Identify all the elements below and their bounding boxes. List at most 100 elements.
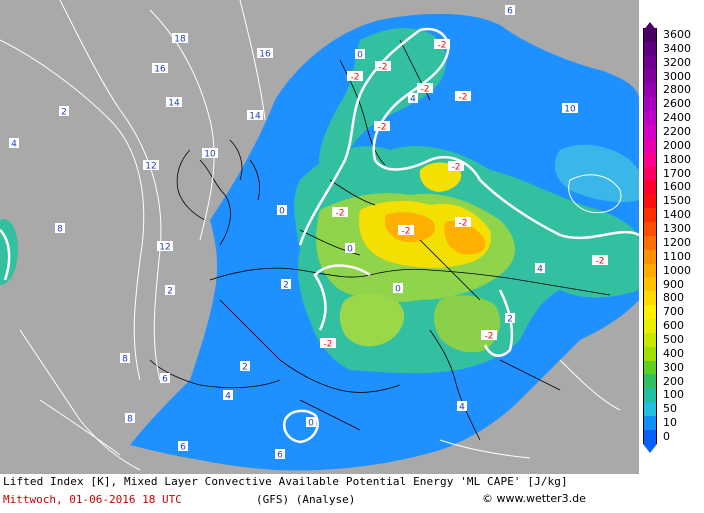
copyright-icon: © — [482, 492, 493, 505]
lifted-index-label-box — [457, 401, 467, 411]
scale-label: 900 — [663, 277, 684, 291]
lifted-index-label-box — [374, 121, 390, 131]
lifted-index-label-box — [202, 148, 218, 158]
lifted-index-label: 0 — [279, 207, 285, 217]
lifted-index-label-box — [434, 39, 450, 49]
scale-segment — [643, 235, 657, 250]
lifted-index-label-box — [347, 71, 363, 81]
copyright-link[interactable]: © www.wetter3.de — [482, 492, 586, 505]
scale-segment — [643, 263, 657, 278]
lifted-index-label-box — [306, 417, 316, 427]
lifted-index-label: 6 — [277, 451, 283, 461]
scale-segment — [643, 305, 657, 320]
lifted-index-label-box — [332, 207, 348, 217]
scale-label: 500 — [663, 333, 684, 346]
lifted-index-label: -2 — [336, 209, 345, 219]
scale-segment — [643, 194, 657, 209]
lifted-index-label: 8 — [127, 415, 133, 425]
lifted-index-label: 8 — [122, 355, 128, 365]
scale-label: 3200 — [663, 55, 691, 69]
lifted-index-label: 2 — [283, 281, 289, 291]
lifted-index-label-box — [59, 106, 69, 116]
lifted-index-label-box — [247, 110, 263, 120]
scale-segment — [643, 152, 657, 167]
scale-label: 2200 — [663, 125, 691, 138]
scale-label: 400 — [663, 346, 684, 360]
lifted-index-label-box — [535, 263, 545, 273]
lifted-index-label: 0 — [347, 245, 353, 255]
scale-label: 1100 — [663, 249, 691, 263]
copyright-text: www.wetter3.de — [496, 492, 586, 505]
map-caption: Lifted Index [K], Mixed Layer Convective… — [3, 475, 568, 488]
lifted-index-label-box — [257, 48, 273, 58]
scale-label: 1400 — [663, 208, 691, 222]
lifted-index-label-box — [455, 217, 471, 227]
lifted-index-label-box — [55, 223, 65, 233]
lifted-index-label: -2 — [402, 227, 411, 237]
lifted-index-label-box — [157, 241, 173, 251]
lifted-index-label-box — [120, 353, 130, 363]
model-info: (GFS) (Analyse) — [256, 493, 356, 506]
lifted-index-label-box — [505, 5, 515, 15]
scale-label: 1500 — [663, 194, 691, 208]
scale-segment — [643, 180, 657, 195]
lifted-index-label-box — [240, 361, 250, 371]
lifted-index-labels: -2 -2 -2 -2 -2 -2 -2 -2 -2 -2 -2 -2 -2 0 0 0 0 0 2 2 2 2 2 4 4 4 4… — [9, 5, 608, 461]
lifted-index-label: 4 — [410, 95, 416, 105]
scale-label: 2600 — [663, 97, 691, 111]
scale-label: 2800 — [663, 83, 691, 97]
map-footer — [0, 474, 704, 513]
lifted-index-label: -2 — [596, 257, 605, 267]
scale-min-arrow — [643, 444, 657, 453]
lifted-index-label: -2 — [351, 73, 360, 83]
scale-segment — [643, 319, 657, 333]
lifted-index-label: 2 — [61, 108, 67, 118]
cape-field — [0, 13, 639, 471]
lifted-index-label: 0 — [395, 285, 401, 295]
scale-label: 1000 — [663, 263, 691, 277]
lifted-index-label: -2 — [459, 93, 468, 103]
lifted-index-label-box — [355, 49, 365, 59]
lifted-index-label-box — [398, 225, 414, 235]
scale-label: 3600 — [663, 27, 691, 41]
scale-segment — [643, 249, 657, 264]
scale-label: 700 — [663, 305, 684, 319]
lifted-index-label-box — [455, 91, 471, 101]
lifted-index-label: -2 — [485, 332, 494, 342]
lifted-index-label: 4 — [537, 265, 543, 275]
lifted-index-label: 8 — [57, 225, 63, 235]
scale-segment — [643, 69, 657, 84]
scale-label: 3400 — [663, 41, 691, 55]
scale-label: 1700 — [663, 166, 691, 180]
valid-date: Mittwoch, 01-06-2016 18 UTC — [3, 493, 182, 506]
lifted-index-label: 4 — [225, 392, 231, 402]
lifted-index-label: 2 — [242, 363, 248, 373]
lifted-index-label-box — [125, 413, 135, 423]
lifted-index-label-box — [393, 283, 403, 293]
lifted-index-label: 14 — [168, 99, 180, 109]
scale-segment — [643, 55, 657, 70]
scale-segment — [643, 41, 657, 56]
scale-label: 2000 — [663, 138, 691, 152]
lifted-index-label: 6 — [180, 443, 186, 453]
lifted-index-label: -2 — [421, 85, 430, 95]
lifted-index-label: 16 — [259, 50, 271, 60]
lifted-index-label-box — [481, 330, 497, 340]
lifted-index-label-box — [448, 161, 464, 171]
scale-segment — [643, 332, 657, 347]
lifted-index-label: 18 — [174, 35, 186, 45]
lifted-index-label-box — [223, 390, 233, 400]
lifted-index-label-box — [152, 63, 168, 73]
scale-segment — [643, 429, 657, 444]
lifted-index-label: 14 — [249, 112, 261, 122]
scale-segment — [643, 388, 657, 403]
scale-label: 1200 — [663, 235, 691, 249]
lifted-index-label: 16 — [154, 65, 166, 75]
scale-label: 200 — [663, 374, 684, 388]
scale-segment — [643, 28, 657, 42]
scale-segment — [643, 402, 657, 417]
lifted-index-label-box — [375, 61, 391, 71]
scale-segment — [643, 346, 657, 361]
scale-label: 0 — [663, 430, 670, 444]
scale-label: 50 — [663, 402, 677, 416]
